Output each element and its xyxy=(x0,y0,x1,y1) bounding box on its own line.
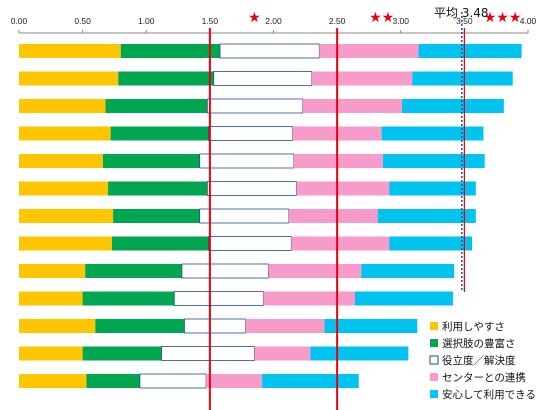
x-tick-label: 3.00 xyxy=(392,16,409,26)
bar-segment xyxy=(288,209,378,223)
bar-segment xyxy=(19,44,121,58)
legend-label: 選択肢の豊富さ xyxy=(442,337,516,350)
bar-segment xyxy=(389,236,473,251)
bar-segment xyxy=(139,373,207,389)
bar-segment xyxy=(181,263,269,279)
x-tick-label: 3.50 xyxy=(456,16,473,26)
bar-segment xyxy=(19,236,112,251)
bar-segment xyxy=(19,154,103,168)
legend-label: 役立度／解決度 xyxy=(442,354,516,367)
bar-segment xyxy=(254,346,311,361)
x-tick-label: 2.50 xyxy=(329,16,346,26)
bar-segment xyxy=(206,374,263,388)
bar-segment xyxy=(291,236,390,251)
bar-segment xyxy=(19,71,119,86)
bar-segment xyxy=(324,319,418,333)
bar-segment xyxy=(19,181,109,196)
bar-segment xyxy=(19,264,86,278)
bar-segment xyxy=(293,154,383,168)
bar-segment xyxy=(208,236,292,251)
bar-segment xyxy=(219,43,320,59)
x-axis: 0.00 0.50 1.00 1.50 2.00 2.50 3.00 3.50 4.00 xyxy=(11,16,537,34)
star-markers: ★ ★★ ★★★ xyxy=(248,10,521,26)
bar-segment xyxy=(82,291,175,306)
bar-segment xyxy=(377,209,476,223)
bar-segment xyxy=(19,374,87,388)
bar-segment xyxy=(296,181,390,196)
x-tick-label: 0.00 xyxy=(11,16,28,26)
legend-label: 利用しやすさ xyxy=(442,321,505,333)
star-marker: ★ xyxy=(248,10,261,26)
bar-segment xyxy=(102,154,200,168)
bar-segment xyxy=(262,374,359,388)
star-marker: ★★ xyxy=(369,10,394,26)
bar-segment xyxy=(86,374,140,388)
bar-segment xyxy=(161,346,255,361)
bar-segment xyxy=(19,319,96,333)
bar-segment xyxy=(113,209,200,223)
bar-segment xyxy=(302,99,403,113)
bar-segment xyxy=(108,181,208,196)
bar-segment xyxy=(213,71,313,86)
bar-segment xyxy=(111,236,209,251)
bar-segment xyxy=(412,71,513,86)
bar-segment xyxy=(173,291,264,306)
bar-segment xyxy=(310,346,409,361)
bar-segment xyxy=(245,319,325,333)
bar-segment xyxy=(199,153,295,169)
bar-segment xyxy=(418,44,522,58)
bar-segment xyxy=(105,99,208,113)
legend-swatch xyxy=(430,322,438,330)
x-tick-label: 2.00 xyxy=(265,16,282,26)
legend-swatch xyxy=(430,373,438,381)
bar-segment xyxy=(268,264,362,278)
bar-segment xyxy=(382,154,485,168)
bar-segment xyxy=(402,99,504,113)
bar-segment xyxy=(19,346,83,361)
x-tick-label: 4.00 xyxy=(520,16,537,26)
reference-lines xyxy=(208,12,465,410)
bar-segment xyxy=(199,208,290,224)
bars xyxy=(19,43,522,389)
star-marker: ★★★ xyxy=(484,10,522,26)
x-tick-label: 1.50 xyxy=(202,16,219,26)
bar-segment xyxy=(19,99,106,113)
bar-segment xyxy=(120,44,221,58)
bar-segment xyxy=(82,346,162,361)
legend-swatch xyxy=(430,339,438,347)
x-tick-label: 0.50 xyxy=(74,16,91,26)
bar-segment xyxy=(389,181,476,196)
bar-segment xyxy=(110,126,209,141)
bar-segment xyxy=(19,126,111,141)
bar-segment xyxy=(206,181,297,196)
bar-segment xyxy=(206,98,304,114)
bar-segment xyxy=(311,71,413,86)
bar-segment xyxy=(361,264,455,278)
bar-segment xyxy=(118,71,214,86)
bar-segment xyxy=(95,319,185,333)
bar-segment xyxy=(263,291,355,306)
bar-segment xyxy=(208,126,293,141)
bar-segment xyxy=(184,318,246,334)
bar-segment xyxy=(19,209,114,223)
legend-label: 安心して利用できる xyxy=(442,388,536,401)
legend-label: センターとの連携 xyxy=(442,371,526,384)
bar-segment xyxy=(19,291,83,306)
legend-swatch xyxy=(429,355,439,365)
x-tick-label: 1.00 xyxy=(138,16,155,26)
bar-segment xyxy=(381,126,484,141)
bar-segment xyxy=(354,291,453,306)
legend-swatch xyxy=(430,390,438,398)
bar-segment xyxy=(85,264,182,278)
bar-segment xyxy=(319,44,419,58)
